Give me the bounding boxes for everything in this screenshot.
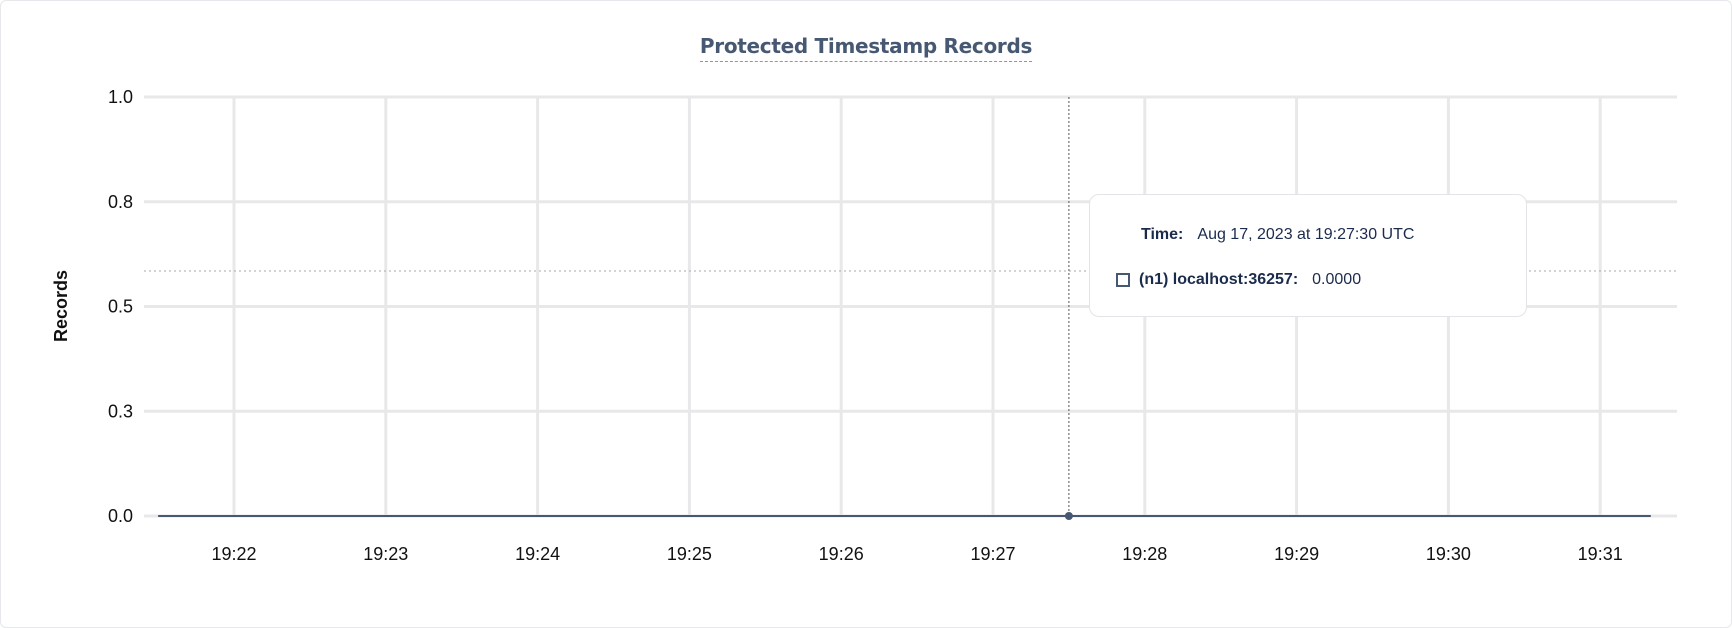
y-axis-label: Records [51,270,71,342]
x-tick-label: 19:28 [1122,544,1167,564]
chart-title-wrap: Protected Timestamp Records [0,34,1732,62]
tooltip-time-label: Time: [1141,226,1184,243]
x-tick-label: 19:24 [515,544,560,564]
y-tick-label: 0.8 [108,192,133,212]
x-tick-label: 19:26 [819,544,864,564]
x-tick-label: 19:30 [1426,544,1471,564]
tooltip-series-label: (n1) localhost:36257: [1139,271,1299,288]
y-tick-label: 1.0 [108,87,133,107]
hover-point [1064,512,1073,520]
x-tick-label: 19:27 [970,544,1015,564]
x-tick-label: 19:22 [211,544,256,564]
tooltip: Time: Aug 17, 2023 at 19:27:30 UTC (n1) l… [1089,194,1527,317]
tooltip-series-value: 0.0000 [1312,271,1362,288]
y-tick-label: 0.0 [108,506,133,526]
y-tick-label: 0.3 [108,401,133,421]
x-tick-label: 19:23 [363,544,408,564]
tooltip-time-value: Aug 17, 2023 at 19:27:30 UTC [1197,226,1415,243]
x-tick-label: 19:25 [667,544,712,564]
series-swatch-icon [1116,273,1130,287]
x-tick-label: 19:31 [1578,544,1623,564]
x-tick-label: 19:29 [1274,544,1319,564]
chart-title[interactable]: Protected Timestamp Records [699,34,1032,62]
y-tick-label: 0.5 [108,297,133,317]
